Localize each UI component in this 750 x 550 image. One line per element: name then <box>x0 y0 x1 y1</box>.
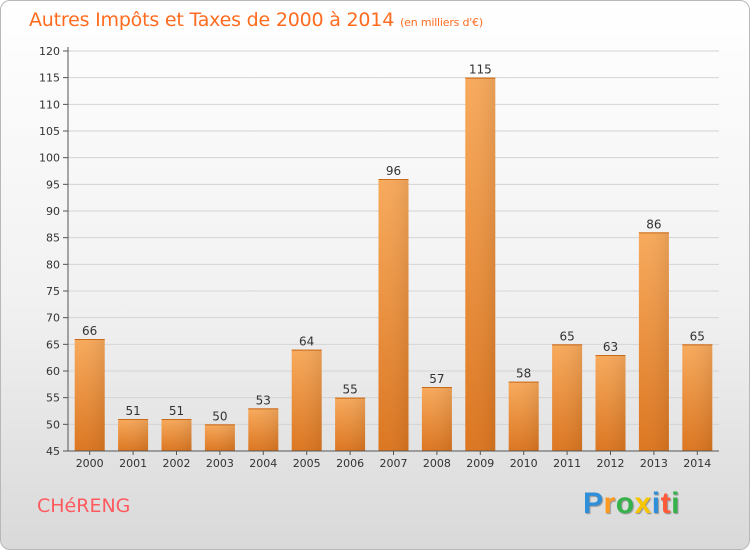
y-tick-label: 45 <box>46 445 60 458</box>
x-tick-label: 2007 <box>380 457 408 470</box>
y-tick-label: 70 <box>46 312 60 325</box>
y-tick-label: 110 <box>39 98 60 111</box>
bar-shade <box>421 387 452 451</box>
bar-shade <box>161 419 192 451</box>
bar-value-label: 66 <box>82 324 97 338</box>
bar-value-label: 51 <box>125 404 140 418</box>
bar-shade <box>204 424 235 451</box>
x-tick-label: 2006 <box>336 457 364 470</box>
bar-value-label: 63 <box>603 340 618 354</box>
bar-value-label: 51 <box>169 404 184 418</box>
bar-value-label: 57 <box>429 372 444 386</box>
bar-value-label: 55 <box>342 383 357 397</box>
bar-shade <box>248 408 279 451</box>
x-tick-label: 2012 <box>597 457 625 470</box>
bar-shade <box>508 381 539 451</box>
bar-shade <box>465 77 496 452</box>
y-tick-label: 60 <box>46 365 60 378</box>
y-tick-label: 80 <box>46 258 60 271</box>
proxiti-logo[interactable]: Proxiti <box>583 487 680 521</box>
bar-value-label: 65 <box>559 329 574 343</box>
y-tick-label: 85 <box>46 232 60 245</box>
y-tick-label: 100 <box>39 152 60 165</box>
commune-name: CHéRENG <box>37 495 131 517</box>
y-tick-label: 55 <box>46 392 60 405</box>
y-tick-label: 50 <box>46 418 60 431</box>
chart-title: Autres Impôts et Taxes de 2000 à 2014 (en… <box>29 9 483 31</box>
x-tick-label: 2000 <box>76 457 104 470</box>
logo-letter: i <box>671 487 680 520</box>
bar-value-label: 64 <box>299 335 314 349</box>
y-tick-label: 120 <box>39 45 60 58</box>
logo-letter: x <box>634 487 652 520</box>
bar-shade <box>118 419 149 451</box>
y-tick-label: 90 <box>46 205 60 218</box>
x-tick-label: 2001 <box>119 457 147 470</box>
bar-value-label: 86 <box>646 217 661 231</box>
x-tick-label: 2002 <box>163 457 191 470</box>
x-tick-label: 2009 <box>466 457 494 470</box>
y-tick-label: 95 <box>46 178 60 191</box>
bar-shade <box>638 232 669 451</box>
logo-letter: r <box>603 487 616 520</box>
bar-value-label: 96 <box>386 164 401 178</box>
bar-value-label: 58 <box>516 367 531 381</box>
bar-value-label: 53 <box>256 393 271 407</box>
bar-shade <box>682 344 713 451</box>
x-tick-label: 2004 <box>249 457 277 470</box>
bar-shade <box>74 339 105 451</box>
y-tick-label: 65 <box>46 338 60 351</box>
bar-shade <box>552 344 583 451</box>
logo-letter: o <box>615 487 635 520</box>
x-tick-label: 2013 <box>640 457 668 470</box>
chart-title-text: Autres Impôts et Taxes de 2000 à 2014 <box>29 9 395 31</box>
x-tick-label: 2010 <box>510 457 538 470</box>
bar-shade <box>595 355 626 451</box>
bar-shade <box>335 397 366 451</box>
bar-value-label: 115 <box>469 63 492 77</box>
y-tick-label: 105 <box>39 125 60 138</box>
x-tick-label: 2005 <box>293 457 321 470</box>
x-tick-label: 2003 <box>206 457 234 470</box>
logo-letter: i <box>651 487 661 520</box>
bar-shade <box>378 179 409 451</box>
x-tick-label: 2014 <box>683 457 711 470</box>
x-tick-label: 2011 <box>553 457 581 470</box>
bar-shade <box>291 349 322 451</box>
logo-letter: t <box>660 487 672 520</box>
bar-value-label: 65 <box>690 329 705 343</box>
y-tick-label: 75 <box>46 285 60 298</box>
chart-unit: (en milliers d'€) <box>400 16 483 29</box>
bar-value-label: 50 <box>212 409 227 423</box>
x-tick-label: 2008 <box>423 457 451 470</box>
y-tick-label: 115 <box>39 72 60 85</box>
logo-letter: P <box>583 487 604 520</box>
